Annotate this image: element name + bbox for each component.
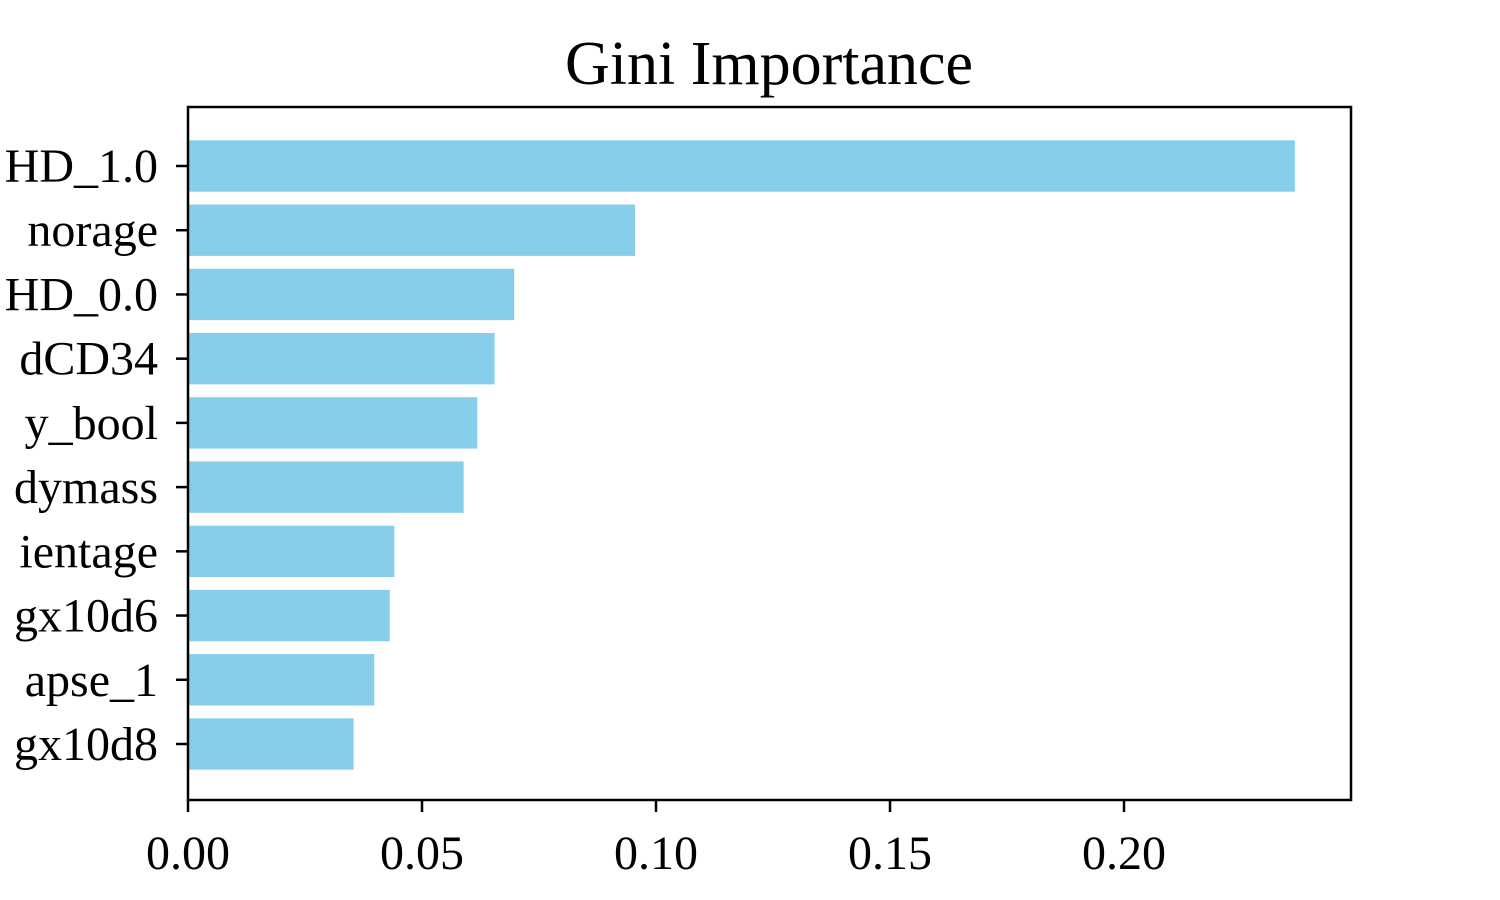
y-tick-label: norage <box>27 204 158 257</box>
bar-HD_1.0 <box>188 140 1295 192</box>
y-tick-label: dymass <box>14 461 158 514</box>
bars-group <box>188 140 1295 770</box>
chart-title: Gini Importance <box>565 30 973 98</box>
y-tick-label: apse_1 <box>25 654 158 707</box>
x-tick-label: 0.15 <box>848 827 932 880</box>
bar-dymass <box>188 461 464 513</box>
bar-gx10d8 <box>188 718 354 770</box>
bar-HD_0.0 <box>188 268 515 321</box>
y-tick-label: dCD34 <box>19 333 158 386</box>
y-tick-label: gx10d8 <box>14 718 158 771</box>
bar-apse_1 <box>188 654 375 706</box>
x-tick-label: 0.00 <box>146 827 230 880</box>
plot-frame <box>186 105 1353 802</box>
y-tick-label: ientage <box>19 525 158 578</box>
x-tick-label: 0.10 <box>614 827 698 880</box>
y-tick-label: HD_1.0 <box>5 140 158 193</box>
bar-y_bool <box>188 397 478 449</box>
x-tick-label: 0.05 <box>380 827 464 880</box>
y-tick-label: y_bool <box>25 397 158 450</box>
bar-dCD34 <box>188 332 495 385</box>
y-tick-label: gx10d6 <box>14 590 158 643</box>
x-axis-ticks: 0.00 0.05 0.10 0.15 0.20 <box>146 800 1166 880</box>
x-tick-label: 0.20 <box>1082 827 1166 880</box>
bar-norage <box>188 204 635 256</box>
y-tick-label: HD_0.0 <box>5 268 158 321</box>
bar-ientage <box>188 525 395 578</box>
bar-gx10d6 <box>188 589 390 642</box>
